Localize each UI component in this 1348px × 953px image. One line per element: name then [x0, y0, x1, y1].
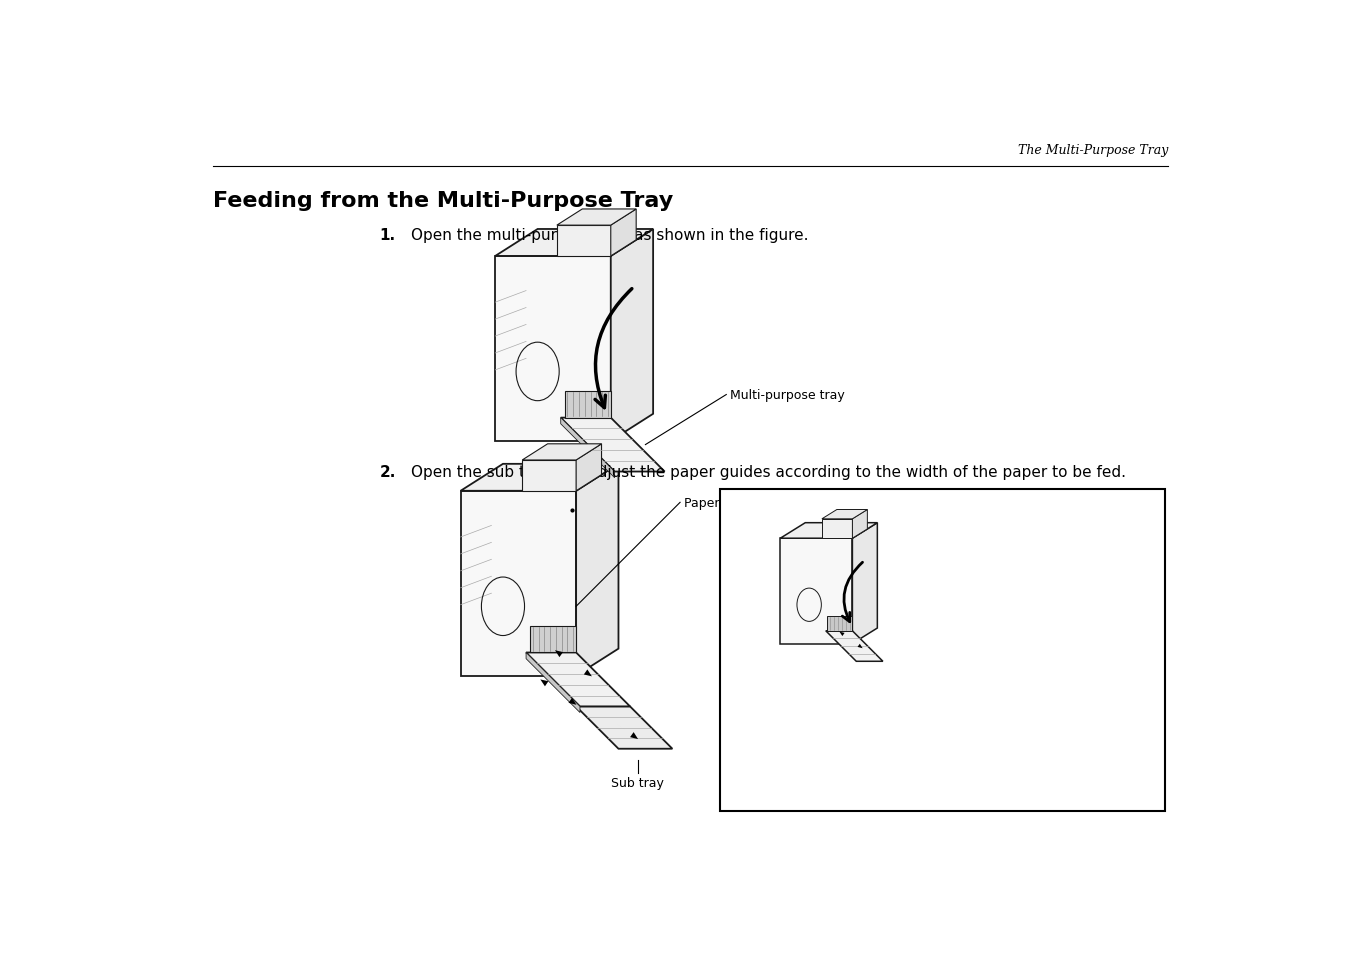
Polygon shape [576, 464, 619, 676]
Polygon shape [828, 617, 852, 631]
Text: Multi-purpose tray: Multi-purpose tray [731, 389, 845, 401]
Text: Paper guides: Paper guides [683, 497, 766, 509]
Polygon shape [852, 510, 867, 538]
Polygon shape [611, 230, 654, 441]
Polygon shape [495, 230, 654, 256]
Polygon shape [576, 444, 601, 491]
Polygon shape [780, 523, 878, 538]
Text: 1.: 1. [380, 228, 396, 243]
FancyArrow shape [851, 639, 863, 649]
Polygon shape [565, 392, 611, 418]
Bar [720, 490, 1165, 811]
Polygon shape [780, 538, 852, 644]
FancyArrow shape [541, 679, 557, 691]
Text: The paper guides must be set to the widest: The paper guides must be set to the wide… [809, 738, 1111, 751]
Polygon shape [576, 706, 673, 749]
FancyArrow shape [577, 666, 592, 677]
Polygon shape [561, 418, 615, 478]
Polygon shape [822, 519, 852, 538]
Polygon shape [526, 653, 580, 713]
Text: The Multi-Purpose Tray: The Multi-Purpose Tray [1018, 144, 1169, 156]
Polygon shape [522, 444, 601, 460]
Text: position when closing the multi-purpose tray.: position when closing the multi-purpose … [809, 753, 1122, 767]
FancyArrow shape [555, 651, 577, 666]
Polygon shape [526, 653, 630, 706]
Polygon shape [561, 418, 665, 472]
FancyArrow shape [557, 691, 577, 705]
Text: Sub tray: Sub tray [611, 776, 665, 789]
FancyArrow shape [840, 632, 851, 639]
Text: Feeding from the Multi-Purpose Tray: Feeding from the Multi-Purpose Tray [213, 192, 674, 212]
Polygon shape [461, 491, 576, 676]
Polygon shape [495, 256, 611, 441]
Polygon shape [822, 510, 867, 519]
Polygon shape [557, 226, 611, 256]
Polygon shape [852, 523, 878, 644]
Text: Open the multi-purpose tray as shown in the figure.: Open the multi-purpose tray as shown in … [411, 228, 807, 243]
Text: Note:: Note: [749, 738, 793, 751]
Text: 2.: 2. [380, 464, 396, 479]
Polygon shape [522, 460, 576, 491]
Text: Open the sub tray and adjust the paper guides according to the width of the pape: Open the sub tray and adjust the paper g… [411, 464, 1126, 479]
Polygon shape [461, 464, 619, 491]
Polygon shape [557, 210, 636, 226]
Polygon shape [530, 626, 576, 653]
Polygon shape [826, 631, 883, 661]
FancyArrow shape [616, 724, 638, 740]
Polygon shape [611, 210, 636, 256]
